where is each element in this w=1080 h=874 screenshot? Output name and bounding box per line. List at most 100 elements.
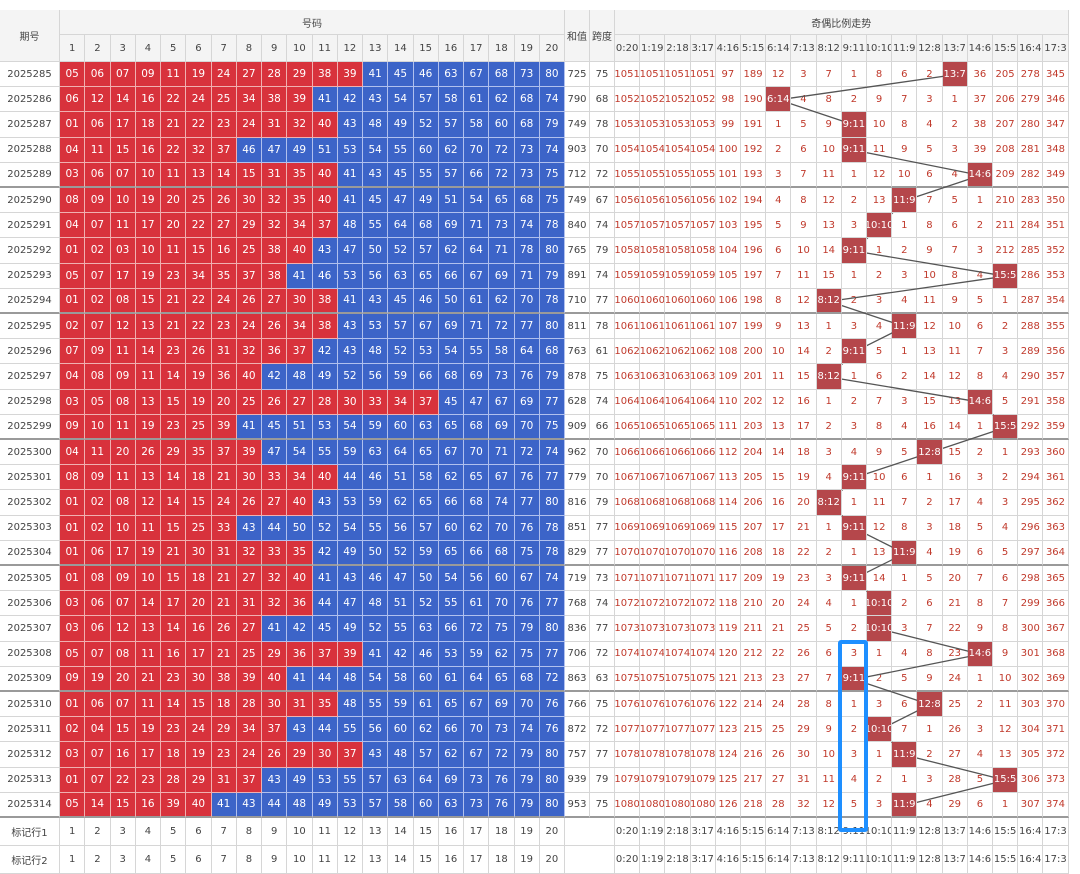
number-ball: 38 [262, 263, 288, 289]
omission-count: 1065 [640, 414, 666, 440]
omission-count: 6 [867, 364, 893, 390]
omission-count: 1077 [615, 717, 641, 743]
trend-header: 奇偶比例走势 [615, 10, 1069, 35]
number-ball: 27 [236, 566, 262, 592]
marker-number: 8 [236, 846, 262, 874]
number-ball: 15 [186, 692, 212, 718]
omission-count: 2 [917, 62, 943, 88]
number-ball: 70 [514, 414, 540, 440]
number-ball: 43 [337, 566, 363, 592]
span: 63 [590, 666, 615, 692]
number-column-header: 17 [464, 35, 490, 62]
omission-count: 23 [942, 641, 968, 667]
omission-count: 103 [715, 213, 741, 239]
omission-count: 198 [741, 288, 767, 314]
marker-number: 3 [110, 846, 136, 874]
omission-count: 195 [741, 213, 767, 239]
marker-number: 3 [110, 818, 136, 846]
omission-count: 1059 [640, 263, 666, 289]
omission-count: 1079 [665, 767, 691, 793]
number-ball: 50 [287, 515, 313, 541]
omission-count: 28 [766, 792, 792, 818]
sum: 757 [565, 742, 590, 768]
omission-count: 215 [741, 717, 767, 743]
omission-count: 6 [993, 566, 1019, 592]
omission-count: 4 [892, 641, 918, 667]
span: 70 [590, 137, 615, 163]
number-ball: 11 [85, 137, 111, 163]
number-ball: 07 [60, 339, 86, 365]
omission-count: 124 [715, 742, 741, 768]
omission-count: 14 [917, 364, 943, 390]
number-ball: 48 [363, 112, 389, 138]
number-ball: 59 [464, 641, 490, 667]
number-ball: 26 [236, 490, 262, 516]
number-ball: 05 [60, 263, 86, 289]
omission-count: 10 [993, 666, 1019, 692]
omission-count: 1 [892, 339, 918, 365]
number-ball: 53 [312, 414, 338, 440]
number-ball: 07 [85, 314, 111, 340]
omission-count: 12 [766, 389, 792, 415]
number-ball: 67 [438, 440, 464, 466]
omission-count: 1064 [665, 389, 691, 415]
omission-count: 5 [942, 188, 968, 214]
trend-column-header: 2:18 [665, 35, 691, 62]
omission-count: 18 [791, 440, 817, 466]
omission-count: 13 [791, 314, 817, 340]
number-ball: 22 [186, 314, 212, 340]
number-ball: 11 [110, 414, 136, 440]
number-ball: 41 [236, 414, 262, 440]
number-ball: 52 [312, 515, 338, 541]
number-ball: 43 [262, 767, 288, 793]
issue: 2025294 [0, 288, 60, 314]
number-ball: 69 [464, 364, 490, 390]
omission-count: 5 [867, 339, 893, 365]
number-ball: 79 [514, 742, 540, 768]
omission-count: 16 [942, 465, 968, 491]
omission-count: 6 [967, 540, 993, 566]
number-ball: 67 [514, 566, 540, 592]
omission-count: 9 [892, 137, 918, 163]
number-ball: 68 [514, 87, 540, 113]
omission-count: 17 [791, 414, 817, 440]
span: 78 [590, 112, 615, 138]
number-ball: 04 [85, 717, 111, 743]
number-ball: 62 [438, 238, 464, 264]
omission-count: 8 [892, 515, 918, 541]
number-ball: 42 [337, 87, 363, 113]
marker-ratio: 15:5 [993, 818, 1019, 846]
number-ball: 25 [186, 188, 212, 214]
issue: 2025292 [0, 238, 60, 264]
number-ball: 41 [211, 792, 237, 818]
omission-count: 4 [967, 490, 993, 516]
number-ball: 03 [60, 742, 86, 768]
number-ball: 39 [236, 440, 262, 466]
issue: 2025305 [0, 566, 60, 592]
number-ball: 14 [211, 162, 237, 188]
number-ball: 46 [363, 465, 389, 491]
issue: 2025309 [0, 666, 60, 692]
number-ball: 54 [363, 137, 389, 163]
number-ball: 68 [464, 414, 490, 440]
omission-count: 4 [816, 591, 842, 617]
omission-count: 102 [715, 188, 741, 214]
number-ball: 46 [236, 137, 262, 163]
number-ball: 54 [337, 414, 363, 440]
omission-count: 207 [993, 112, 1019, 138]
omission-count: 1 [766, 112, 792, 138]
number-ball: 23 [211, 314, 237, 340]
number-ball: 79 [514, 767, 540, 793]
number-ball: 46 [413, 62, 439, 88]
number-ball: 65 [438, 540, 464, 566]
omission-count: 1 [967, 414, 993, 440]
omission-count: 12 [816, 792, 842, 818]
number-ball: 52 [388, 238, 414, 264]
omission-count: 190 [741, 87, 767, 113]
marker-number: 9 [262, 818, 288, 846]
issue: 2025295 [0, 314, 60, 340]
omission-count: 2 [892, 238, 918, 264]
number-ball: 30 [186, 666, 212, 692]
ratio-hit: 10:10 [867, 591, 893, 617]
number-ball: 67 [489, 465, 515, 491]
